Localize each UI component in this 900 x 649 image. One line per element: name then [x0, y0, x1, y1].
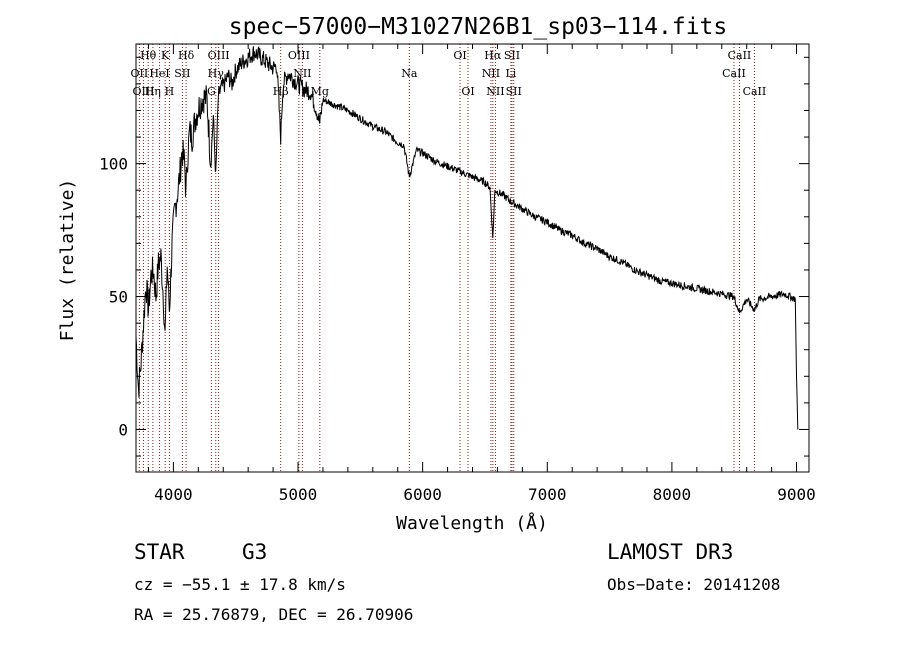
observation-date: Obs−Date: 20141208 — [607, 575, 780, 594]
line-marker-label: Mg — [311, 85, 329, 98]
survey-name: LAMOST DR3 — [607, 540, 733, 564]
object-subclass: G3 — [242, 540, 267, 564]
redshift-cz: cz = −55.1 ± 17.8 km/s — [134, 575, 346, 594]
y-tick-label: 0 — [118, 420, 128, 439]
line-marker-label: OIII — [208, 49, 230, 62]
line-marker-label: G — [207, 85, 216, 98]
line-marker-label: OI — [453, 49, 466, 62]
line-marker-label: Hβ — [273, 85, 289, 98]
line-marker-label: Hη — [145, 85, 161, 98]
line-marker-label: NII — [486, 85, 504, 98]
x-tick-label: 5000 — [279, 485, 318, 504]
line-marker-label: Li — [505, 67, 516, 80]
x-tick-label: 4000 — [154, 485, 193, 504]
line-marker-label: CaII — [722, 67, 746, 80]
line-marker-label: SII — [174, 67, 190, 80]
line-marker-label: OII — [131, 67, 149, 80]
x-axis-ticks: 4000 5000 6000 7000 8000 9000 — [147, 44, 816, 504]
line-marker-label: Hθ — [140, 49, 157, 62]
x-tick-label: 6000 — [403, 485, 442, 504]
x-tick-label: 7000 — [528, 485, 567, 504]
line-marker-label: NII — [482, 67, 500, 80]
line-marker-label: Hα — [484, 49, 502, 62]
line-marker-label: K — [161, 49, 170, 62]
line-marker-label: CaII — [743, 85, 767, 98]
line-marker-label: SII — [506, 85, 522, 98]
line-marker-label: CaII — [728, 49, 752, 62]
y-tick-label: 100 — [99, 155, 128, 174]
line-marker-label: OIII — [132, 85, 154, 98]
line-marker-label: Hδ — [178, 49, 195, 62]
y-tick-label: 50 — [109, 288, 128, 307]
y-axis-ticks: 0 50 100 — [99, 56, 809, 457]
x-axis-label: Wavelength (Å) — [396, 512, 548, 534]
line-marker-label: OI — [461, 85, 474, 98]
line-marker-label: SII — [504, 49, 520, 62]
line-marker-label: NII — [293, 67, 311, 80]
line-marker-label: HeI — [149, 67, 169, 80]
line-marker-label: Hγ — [208, 67, 225, 80]
y-axis-label: Flux (relative) — [57, 179, 78, 342]
x-tick-label: 9000 — [777, 485, 816, 504]
line-marker-label: OIII — [288, 49, 310, 62]
spectrum-series — [135, 45, 799, 430]
plot-frame — [135, 43, 810, 473]
object-class: STAR — [134, 540, 185, 564]
spectrum-line — [135, 45, 799, 430]
coordinates: RA = 25.76879, DEC = 26.70906 — [134, 605, 413, 624]
x-tick-label: 8000 — [653, 485, 692, 504]
chart-title: spec−57000−M31027N26B1_sp03−114.fits — [229, 14, 728, 40]
line-marker-label: H — [165, 85, 175, 98]
line-marker-label: Na — [401, 67, 418, 80]
